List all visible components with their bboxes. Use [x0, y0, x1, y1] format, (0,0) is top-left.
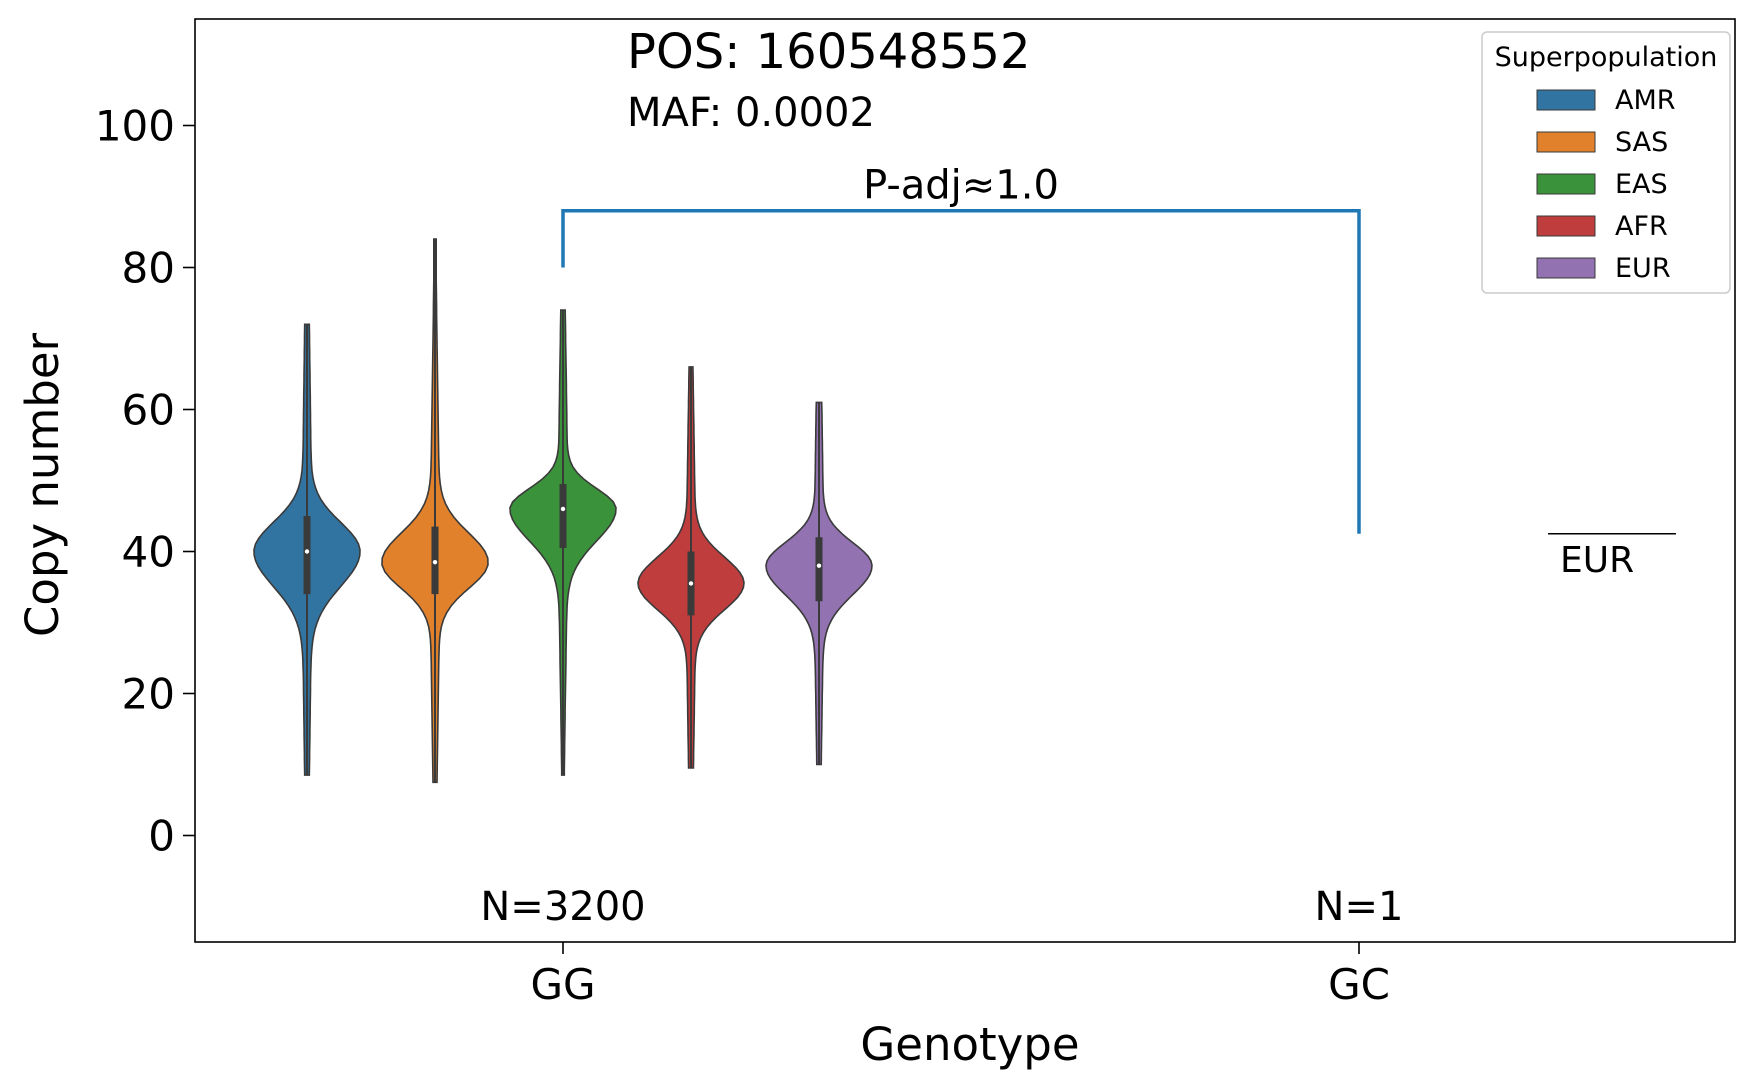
legend-swatch-afr [1536, 215, 1596, 237]
y-tick-label-80: 80 [122, 244, 175, 293]
median-sas [432, 559, 438, 565]
legend-label-sas: SAS [1615, 127, 1668, 158]
single-observation: EUR [1548, 532, 1676, 581]
x-axis: GG GC [530, 942, 1390, 1009]
p-adj-label: P-adj≈1.0 [863, 163, 1059, 209]
legend-swatch-eur [1536, 257, 1596, 279]
median-eur [816, 563, 822, 568]
n-count-gc: N=1 [1315, 884, 1404, 930]
y-tick-label-40: 40 [122, 528, 175, 577]
x-tick-label-gc: GC [1328, 960, 1390, 1009]
legend-title: Superpopulation [1495, 42, 1718, 73]
legend-swatch-sas [1536, 131, 1596, 153]
x-tick-label-gg: GG [530, 960, 595, 1009]
legend: Superpopulation AMR SAS EAS AFR EUR [1481, 31, 1731, 294]
plot-area [194, 18, 1736, 943]
median-eas [560, 506, 566, 512]
position-annotation: POS: 160548552 [627, 24, 1030, 80]
y-axis-label: Copy number [16, 332, 69, 637]
legend-label-eas: EAS [1615, 169, 1668, 200]
legend-label-amr: AMR [1615, 85, 1676, 116]
y-tick-label-100: 100 [95, 102, 175, 151]
legend-swatch-eas [1536, 173, 1596, 195]
legend-label-afr: AFR [1615, 211, 1668, 242]
median-amr [304, 549, 310, 554]
y-tick-label-0: 0 [148, 812, 175, 861]
maf-annotation: MAF: 0.0002 [627, 90, 875, 136]
violin-group [253, 238, 873, 784]
x-axis-label: Genotype [860, 1018, 1079, 1071]
legend-items: AMR SAS EAS AFR EUR [1536, 85, 1676, 284]
y-axis: 0 20 40 60 80 100 [95, 102, 195, 861]
y-tick-label-20: 20 [122, 670, 175, 719]
legend-label-eur: EUR [1615, 253, 1671, 284]
bracket-line [561, 208, 1361, 534]
legend-swatch-amr [1536, 89, 1596, 111]
y-tick-label-60: 60 [122, 386, 175, 435]
single-point-label: EUR [1560, 540, 1634, 581]
significance-bracket: P-adj≈1.0 [561, 163, 1361, 534]
n-count-gg: N=3200 [480, 884, 645, 930]
median-afr [688, 581, 694, 586]
